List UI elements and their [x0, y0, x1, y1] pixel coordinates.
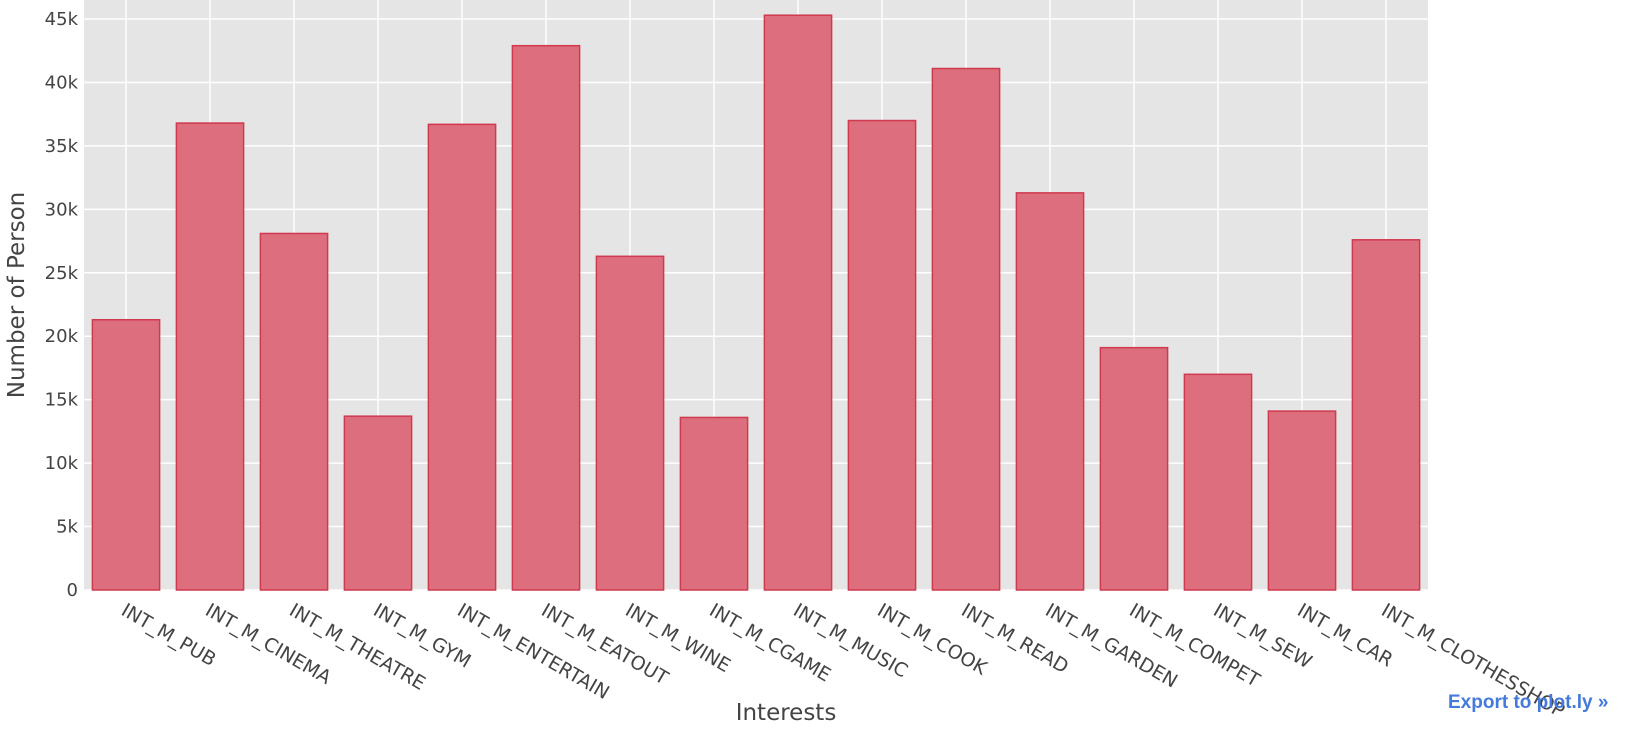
bar-int-m-read[interactable] — [931, 67, 1001, 591]
bar-int-m-cgame[interactable] — [679, 416, 749, 591]
bar-int-m-entertain[interactable] — [427, 123, 497, 591]
y-tick-label: 45k — [45, 9, 79, 30]
y-tick-label: 35k — [45, 136, 79, 157]
bar-int-m-theatre[interactable] — [259, 232, 329, 591]
y-tick-label: 30k — [45, 199, 79, 220]
bar-int-m-sew[interactable] — [1183, 373, 1253, 591]
bar-int-m-gym[interactable] — [343, 415, 413, 591]
x-tick-label: INT_M_PUB — [118, 599, 220, 671]
bar-int-m-clothesshop[interactable] — [1351, 239, 1421, 591]
bar-int-m-eatout[interactable] — [511, 44, 581, 591]
bar-int-m-music[interactable] — [763, 14, 833, 591]
y-tick-label: 40k — [45, 72, 79, 93]
y-tick-label: 5k — [56, 517, 78, 538]
bar-int-m-cinema[interactable] — [175, 122, 245, 591]
bar-int-m-car[interactable] — [1267, 410, 1337, 591]
bar-int-m-compet[interactable] — [1099, 346, 1169, 591]
y-tick-label: 25k — [45, 263, 79, 284]
bar-int-m-cook[interactable] — [847, 119, 917, 591]
bar-int-m-garden[interactable] — [1015, 192, 1085, 591]
bars — [91, 14, 1421, 591]
y-tick-labels: 0 5k 10k 15k 20k 25k 30k 35k 40k 45k — [45, 9, 79, 601]
bar-int-m-pub[interactable] — [91, 318, 161, 591]
x-tick-label: INT_M_ENTERTAIN — [454, 599, 613, 704]
y-tick-label: 10k — [45, 453, 79, 474]
y-tick-label: 0 — [67, 580, 78, 601]
x-tick-label: INT_M_THEATRE — [286, 599, 430, 695]
x-tick-labels: INT_M_PUBINT_M_CINEMAINT_M_THEATREINT_M_… — [118, 599, 1569, 722]
export-to-plotly-link[interactable]: Export to plot.ly » — [1448, 692, 1609, 713]
y-axis-title: Number of Person — [4, 192, 30, 398]
y-tick-label: 20k — [45, 326, 79, 347]
y-tick-label: 15k — [45, 390, 79, 411]
x-axis-title: Interests — [736, 700, 837, 726]
bar-int-m-wine[interactable] — [595, 255, 665, 591]
